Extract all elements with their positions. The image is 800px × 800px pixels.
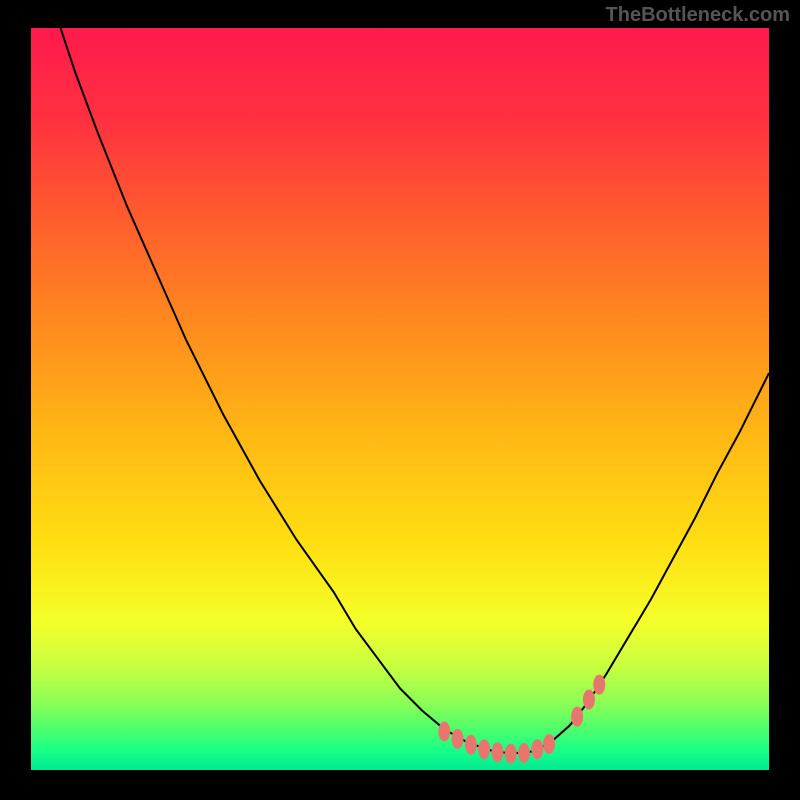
curve-dot xyxy=(452,729,464,749)
curve-dot xyxy=(465,735,477,755)
curve-dot xyxy=(583,690,595,710)
curve-dot xyxy=(571,707,583,727)
curve-dot xyxy=(518,743,530,763)
chart-frame: TheBottleneck.com xyxy=(0,0,800,800)
gradient-background xyxy=(31,28,769,770)
plot-area xyxy=(31,28,769,770)
curve-dot xyxy=(478,739,490,759)
curve-dot xyxy=(543,734,555,754)
curve-dot xyxy=(438,721,450,741)
watermark-text: TheBottleneck.com xyxy=(606,4,790,27)
curve-dot xyxy=(505,744,517,764)
curve-dot xyxy=(531,739,543,759)
curve-dot xyxy=(593,675,605,695)
chart-svg xyxy=(31,28,769,770)
curve-dot xyxy=(491,742,503,762)
